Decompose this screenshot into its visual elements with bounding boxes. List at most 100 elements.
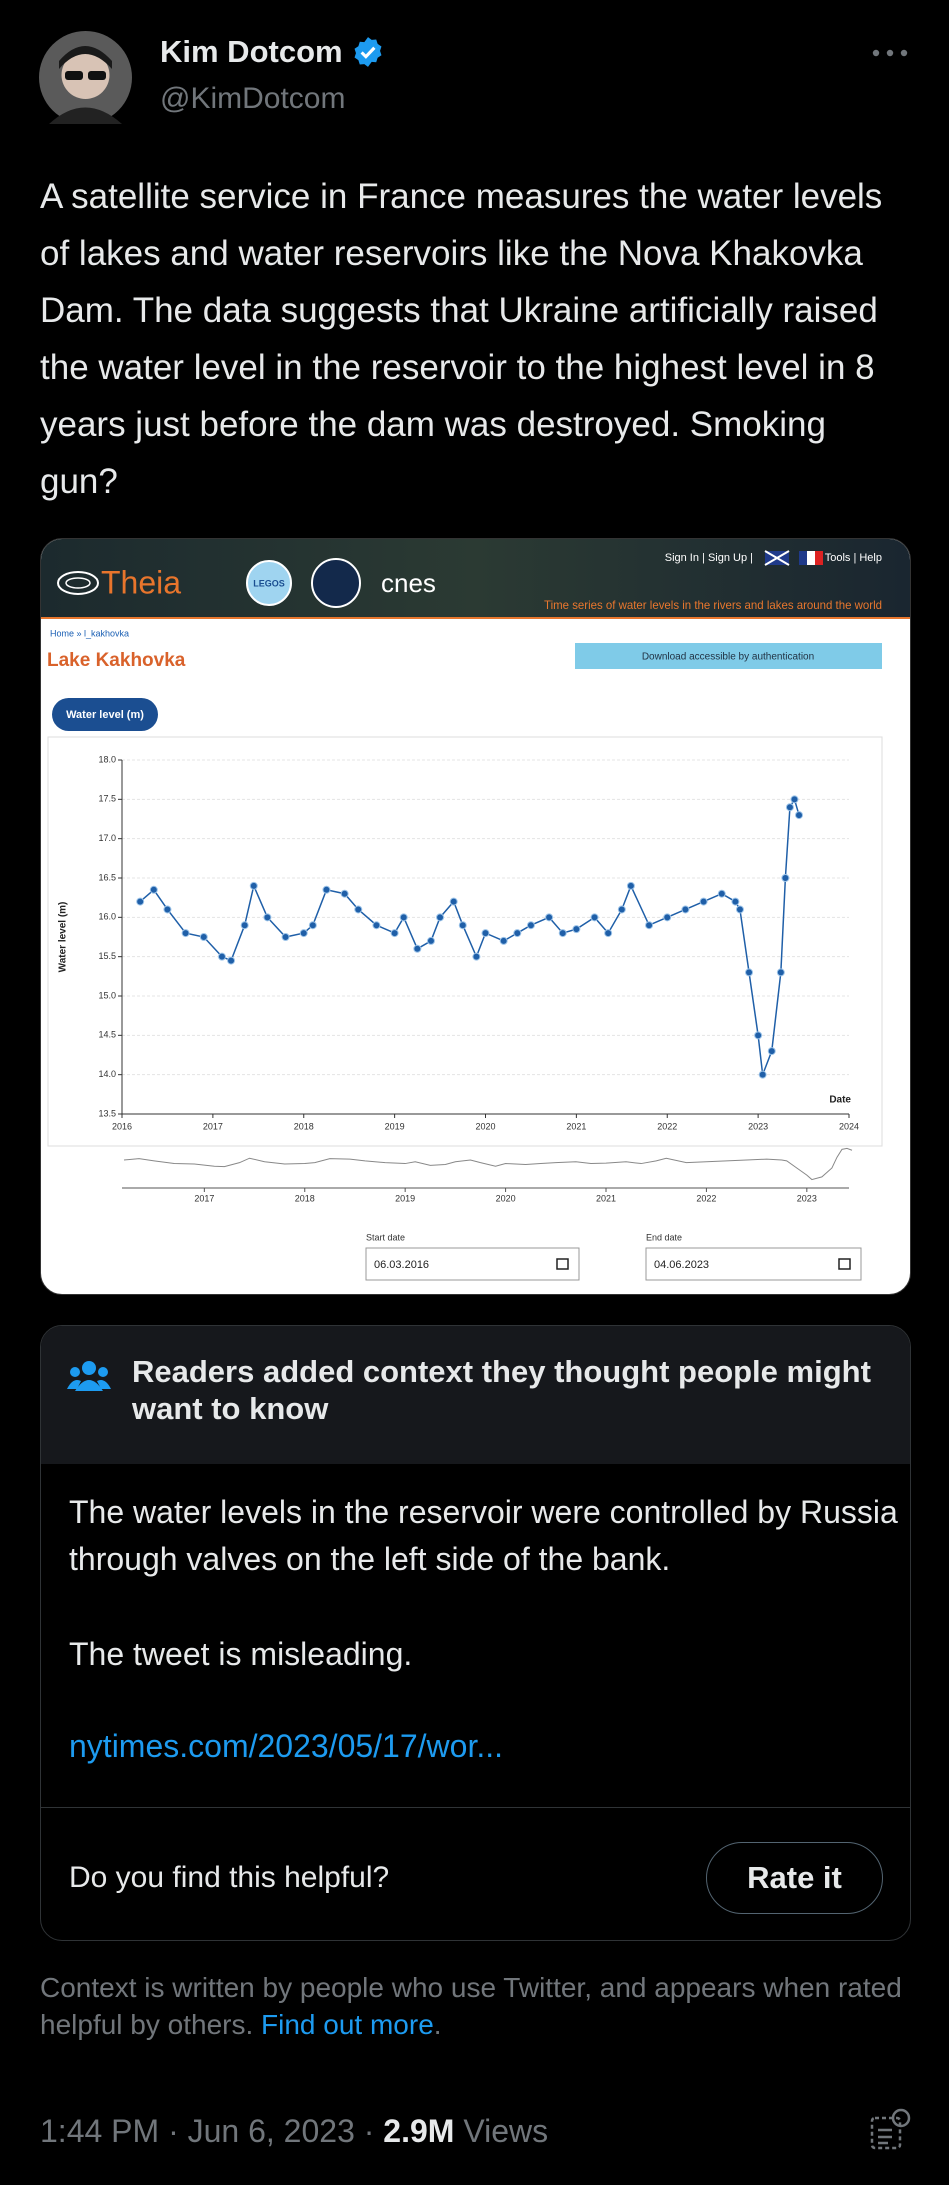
data-point: [645, 921, 654, 930]
x-tick-label: 2018: [294, 1121, 314, 1131]
data-point: [699, 897, 708, 906]
media-card[interactable]: Theia LEGOS cnes Sign In | Sign Up | Too…: [40, 538, 911, 1295]
data-point: [308, 921, 317, 930]
data-point: [199, 933, 208, 941]
author-handle[interactable]: @KimDotcom: [160, 82, 346, 115]
x-axis-label: Date: [829, 1095, 851, 1106]
data-point: [545, 913, 554, 922]
data-point: [299, 929, 308, 938]
data-point: [790, 795, 799, 804]
tab-label: Water level (m): [66, 709, 144, 721]
note-link[interactable]: nytimes.com/2023/05/17/wor...: [69, 1728, 503, 1764]
x-tick-label: 2021: [566, 1121, 586, 1131]
data-point: [626, 881, 635, 890]
x-tick-label: 2017: [203, 1121, 223, 1131]
navigator-tick-label: 2020: [496, 1193, 516, 1203]
data-point: [217, 952, 226, 961]
note-heading: Readers added context they thought peopl…: [132, 1354, 871, 1426]
start-input[interactable]: [365, 1247, 580, 1281]
calendar-icon[interactable]: [838, 1258, 851, 1270]
note-header: [41, 1326, 910, 1464]
start-label: Start date: [366, 1232, 405, 1242]
data-point: [795, 811, 804, 820]
nav-links[interactable]: Sign In | Sign Up |: [665, 552, 753, 564]
data-point: [604, 929, 613, 938]
calendar-icon[interactable]: [556, 1258, 569, 1270]
data-point: [558, 929, 567, 938]
data-point: [785, 803, 794, 812]
more-menu[interactable]: [870, 45, 910, 61]
end-input[interactable]: [645, 1247, 862, 1281]
download-label: Download accessible by authentication: [642, 652, 814, 663]
data-point: [617, 905, 626, 914]
verified-badge: [354, 37, 382, 67]
analytics-icon[interactable]: [869, 2108, 913, 2152]
nav-links[interactable]: Tools | Help: [825, 552, 882, 564]
views-label: Views: [463, 2113, 549, 2149]
footer-note: Context is written by people who use Twi…: [40, 1969, 920, 2043]
y-tick-label: 15.5: [98, 951, 116, 961]
data-point: [390, 929, 399, 938]
author-name[interactable]: Kim Dotcom: [160, 34, 343, 69]
data-point: [758, 1070, 767, 1079]
navigator-tick-label: 2022: [696, 1193, 716, 1203]
footer-link[interactable]: Find out more: [261, 2009, 434, 2040]
end-value: 04.06.2023: [654, 1259, 709, 1271]
data-point: [458, 921, 467, 930]
rate-button[interactable]: Rate it: [706, 1842, 883, 1914]
partner-name: cnes: [381, 568, 436, 598]
breadcrumb[interactable]: Home » l_kakhovka: [50, 628, 129, 638]
note-divider: [41, 1807, 910, 1808]
data-point: [413, 944, 422, 953]
page-title: Lake Kakhovka: [47, 650, 186, 671]
views-count: 2.9M: [383, 2113, 455, 2149]
y-tick-label: 14.5: [98, 1030, 116, 1040]
start-value: 06.03.2016: [374, 1259, 429, 1271]
people-icon: [67, 1361, 111, 1391]
data-point: [781, 874, 790, 882]
y-tick-label: 17.5: [98, 794, 116, 804]
timestamp[interactable]: 1:44 PM · Jun 6, 2023 ·: [40, 2113, 375, 2149]
data-point: [754, 1031, 763, 1040]
data-point: [340, 889, 349, 898]
data-point: [240, 921, 249, 930]
note-question: Do you find this helpful?: [69, 1861, 390, 1894]
y-axis-label: Water level (m): [58, 902, 69, 973]
navigator-tick-label: 2019: [395, 1193, 415, 1203]
site-logo: [57, 571, 99, 595]
community-note: Readers added context they thought peopl…: [40, 1325, 911, 1941]
badge-text: LEGOS: [253, 578, 285, 588]
tweet-text: A satellite service in France measures t…: [40, 177, 883, 501]
download-button[interactable]: [575, 643, 882, 669]
y-tick-label: 15.0: [98, 990, 116, 1000]
data-point: [472, 952, 481, 961]
data-point: [735, 905, 744, 914]
data-point: [322, 885, 331, 894]
y-tick-label: 17.0: [98, 833, 116, 843]
tab[interactable]: [52, 698, 158, 731]
end-label: End date: [646, 1232, 682, 1242]
data-point: [681, 905, 690, 914]
footer-period: .: [433, 2009, 442, 2040]
data-point: [449, 897, 458, 906]
x-tick-label: 2023: [748, 1121, 768, 1131]
data-point: [181, 929, 190, 938]
navigator-tick-label: 2021: [596, 1193, 616, 1203]
chart-frame: [47, 736, 883, 1147]
note-body: The water levels in the reservoir were c…: [69, 1494, 898, 1577]
media-image: Theia LEGOS cnes Sign In | Sign Up | Too…: [41, 539, 910, 1281]
data-point: [663, 913, 672, 922]
data-point: [436, 913, 445, 922]
globe-logo: [311, 558, 361, 608]
navigator-tick-label: 2023: [797, 1193, 817, 1203]
chart: 13.5 14.0 14.5 15.0 15.5 16.0 16.5 17.0 17.5 18.0…: [58, 754, 859, 1203]
flag-fr[interactable]: [799, 551, 807, 565]
data-point: [149, 885, 158, 894]
data-point: [481, 929, 490, 938]
y-tick-label: 13.5: [98, 1108, 116, 1118]
data-point: [426, 936, 435, 945]
data-point: [136, 897, 145, 906]
x-tick-label: 2019: [385, 1121, 405, 1131]
avatar[interactable]: [39, 31, 132, 124]
